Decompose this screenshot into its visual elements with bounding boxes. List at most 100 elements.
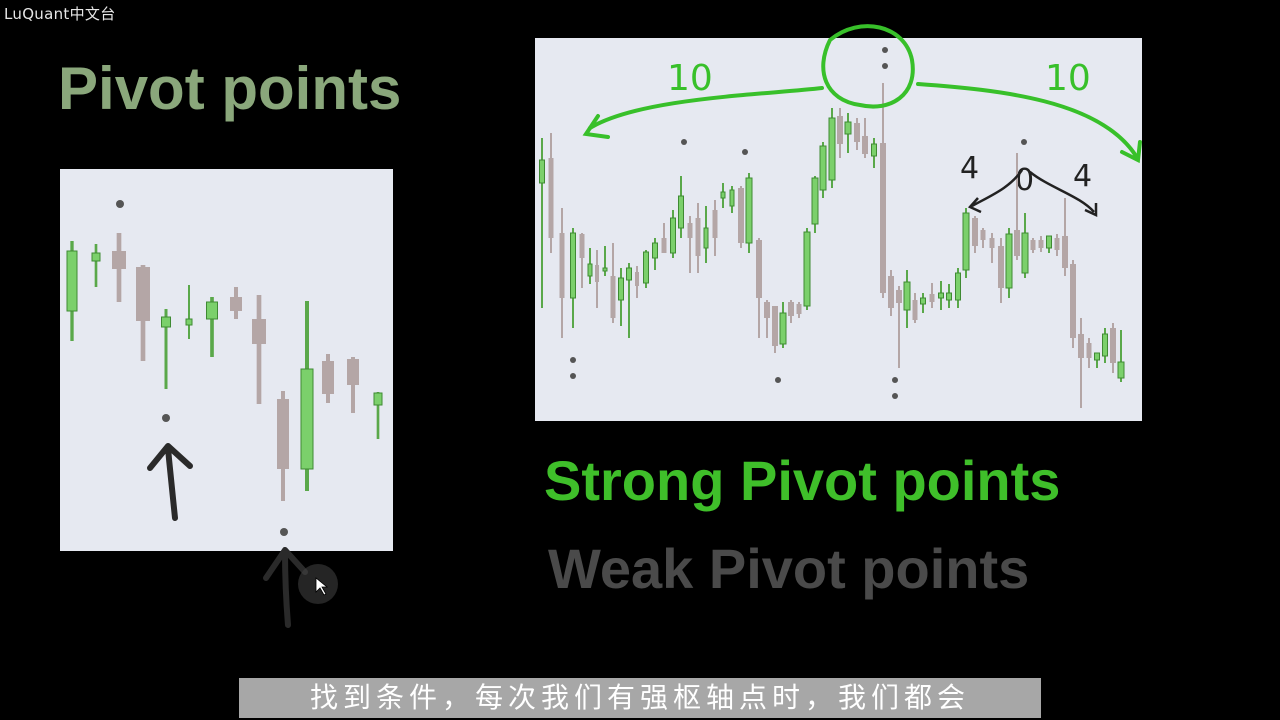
candle-body	[347, 359, 359, 385]
left-candle-3	[136, 265, 150, 361]
right-candle-8	[610, 243, 616, 323]
right-candle-51	[972, 216, 978, 253]
annotation-right-count: 10	[1045, 58, 1091, 99]
candle-body	[300, 368, 314, 470]
right-candle-23	[738, 186, 744, 248]
candle-body	[206, 301, 218, 320]
right-candle-54	[998, 238, 1004, 303]
candle-body	[1110, 328, 1116, 363]
right-candle-53	[989, 233, 995, 263]
pivot-dot	[742, 149, 748, 155]
right-candle-6	[595, 250, 599, 308]
candle-body	[989, 238, 995, 248]
mouse-cursor-icon	[315, 577, 329, 596]
right-candle-36	[844, 113, 852, 153]
candle-body	[854, 123, 860, 142]
candle-body	[602, 267, 608, 272]
right-candle-48	[946, 284, 952, 308]
candle-body	[946, 292, 952, 301]
right-candle-27	[772, 306, 778, 353]
right-candle-40	[880, 83, 886, 298]
right-candle-66	[1094, 352, 1100, 368]
candle-body	[844, 121, 852, 135]
right-candle-42	[896, 286, 902, 368]
candle-body	[998, 246, 1004, 288]
left-candlestick-chart	[60, 169, 393, 551]
candle-body	[570, 232, 576, 299]
candle-body	[772, 306, 778, 346]
candle-body	[745, 177, 753, 244]
candle-body	[1046, 235, 1052, 249]
right-candle-24	[745, 173, 753, 253]
candle-body	[1102, 333, 1108, 357]
candle-body	[559, 233, 565, 298]
left-candle-8	[252, 295, 266, 404]
right-candle-0	[539, 138, 545, 308]
right-candle-4	[579, 233, 585, 288]
candle-body	[703, 227, 709, 249]
candle-body	[1014, 230, 1020, 256]
candle-body	[779, 312, 787, 345]
candle-body	[548, 158, 554, 238]
right-candle-65	[1086, 338, 1092, 368]
left-candle-10	[300, 301, 314, 491]
left-candle-12	[347, 357, 359, 413]
left-candle-2	[112, 233, 126, 302]
candle-body	[1021, 232, 1029, 274]
candle-body	[136, 267, 150, 321]
candle-body	[252, 319, 266, 344]
right-candle-67	[1102, 328, 1108, 363]
candle-body	[635, 272, 639, 286]
pivot-dot	[116, 200, 124, 208]
right-candle-17	[687, 216, 693, 273]
candle-body	[880, 143, 886, 293]
right-candle-41	[888, 270, 894, 316]
candle-body	[903, 281, 911, 311]
candle-body	[652, 242, 658, 259]
candle-body	[828, 117, 836, 181]
candle-body	[185, 318, 193, 326]
candle-body	[796, 304, 802, 314]
weak-pivot-label: Weak Pivot points	[548, 537, 1030, 600]
candle-body	[729, 189, 735, 207]
right-candle-37	[854, 118, 860, 150]
right-candle-62	[1062, 198, 1068, 276]
left-candle-13	[373, 392, 383, 439]
right-candle-30	[796, 302, 802, 318]
right-candle-25	[756, 238, 762, 338]
candle-body	[955, 272, 961, 301]
candle-body	[1005, 233, 1013, 289]
pivot-dot	[280, 528, 288, 536]
right-candle-46	[929, 283, 935, 308]
right-candle-26	[764, 300, 770, 338]
candle-body	[888, 276, 894, 308]
right-candle-33	[819, 142, 827, 198]
pivot-dot	[882, 63, 888, 69]
pivot-dot	[570, 357, 576, 363]
left-candle-1	[91, 244, 101, 287]
candle-body	[1030, 240, 1036, 250]
right-candle-11	[635, 266, 639, 298]
candle-body	[920, 297, 926, 305]
pivot-dot	[1021, 139, 1027, 145]
candle-body	[678, 195, 684, 229]
right-candle-9	[618, 268, 624, 326]
candle-body	[643, 251, 649, 284]
candle-body	[962, 212, 970, 271]
right-candle-5	[587, 248, 593, 284]
right-candle-55	[1005, 228, 1013, 298]
left-candle-9	[277, 391, 289, 501]
pivot-dot	[162, 414, 170, 422]
candle-body	[938, 292, 944, 299]
candle-body	[322, 361, 334, 394]
candle-body	[670, 217, 676, 254]
right-candle-18	[695, 203, 701, 273]
pivot-dot	[775, 377, 781, 383]
left-candle-6	[206, 297, 218, 357]
candle-body	[764, 302, 770, 318]
pivot-dot	[681, 139, 687, 145]
pivot-dot	[892, 377, 898, 383]
candle-body	[277, 399, 289, 469]
candle-body	[587, 263, 593, 277]
subtitle-caption: 找到条件，每次我们有强枢轴点时，我们都会	[239, 678, 1041, 718]
